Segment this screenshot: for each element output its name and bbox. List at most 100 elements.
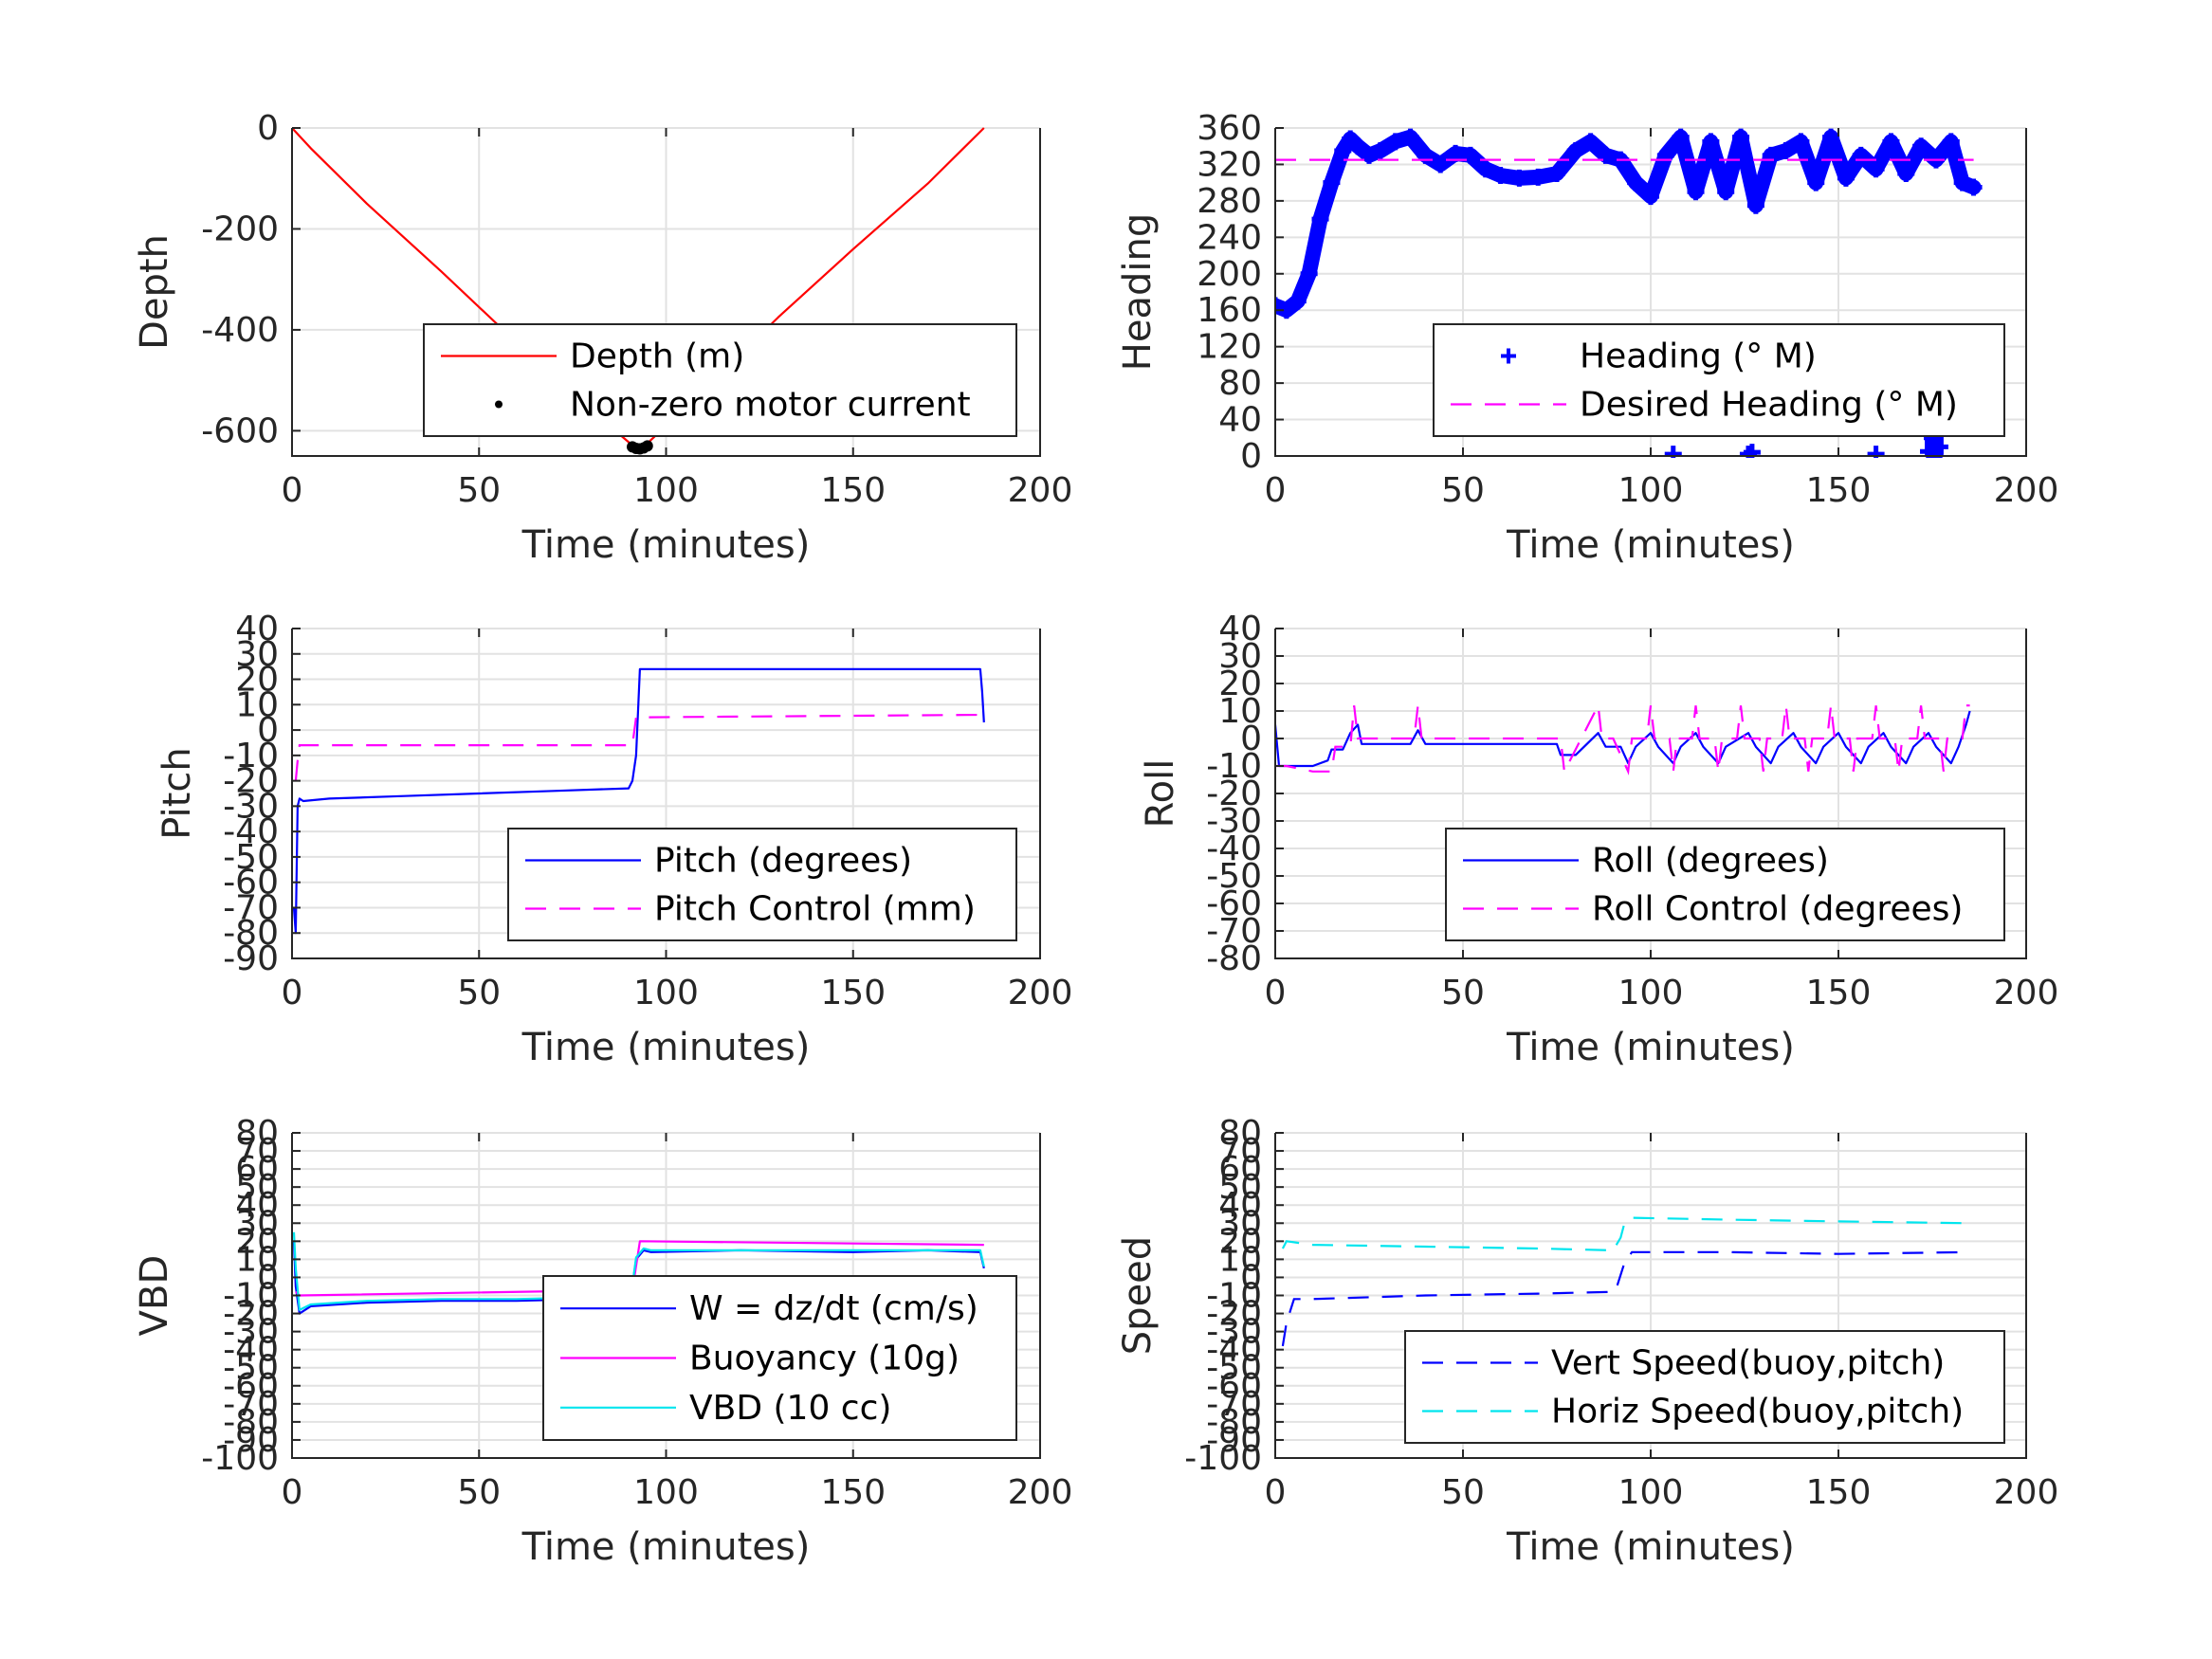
- y-tick-label: -40: [1206, 1331, 1262, 1370]
- y-tick-label: -90: [1206, 1421, 1262, 1460]
- heading-marker: [1289, 292, 1307, 310]
- y-tick-label: 20: [235, 1222, 279, 1261]
- y-axis-label: Roll: [1139, 759, 1182, 829]
- heading-marker: [1371, 142, 1389, 160]
- y-tick-label: -20: [1206, 775, 1262, 813]
- heading-marker: [1529, 168, 1547, 186]
- legend-entry: Pitch Control (mm): [654, 890, 976, 929]
- heading-marker: [1702, 133, 1720, 151]
- legend-entry: Vert Speed(buoy,pitch): [1551, 1344, 1945, 1383]
- heading-marker: [1822, 128, 1840, 146]
- legend-box: [1433, 323, 2005, 437]
- heading-marker: [1746, 196, 1764, 214]
- y-tick-label: 30: [235, 1204, 279, 1243]
- x-tick-label: 100: [1618, 1473, 1684, 1512]
- heading-marker: [1882, 133, 1900, 151]
- heading-marker: [1912, 137, 1930, 155]
- heading-marker: [1732, 128, 1750, 146]
- y-tick-label: 0: [1240, 1258, 1262, 1297]
- x-tick-label: 150: [820, 471, 886, 510]
- y-tick-label: -50: [223, 838, 279, 877]
- legend-swatch: [1501, 348, 1516, 364]
- y-tick-label: -60: [1206, 884, 1262, 923]
- y-tick-label: 0: [1240, 437, 1262, 476]
- y-tick-label: 60: [235, 1150, 279, 1189]
- y-tick-label: 40: [235, 1186, 279, 1225]
- y-tick-label: 30: [235, 635, 279, 674]
- heading-marker: [1664, 446, 1682, 458]
- x-tick-label: 0: [1265, 1473, 1287, 1512]
- x-tick-label: 50: [1441, 974, 1485, 1012]
- y-tick-label: -80: [223, 1403, 279, 1442]
- heading-marker: [1461, 146, 1479, 164]
- legend-entry: W = dz/dt (cm/s): [689, 1289, 978, 1328]
- x-tick-label: 100: [633, 471, 699, 510]
- series-group: [292, 667, 985, 935]
- y-tick-label: -400: [201, 311, 279, 350]
- x-tick-label: 50: [457, 974, 501, 1012]
- legend-swatch: [495, 400, 503, 409]
- heading-marker: [1672, 128, 1690, 146]
- y-tick-label: -600: [201, 411, 279, 450]
- series-horiz-speed-buoy-pitch: [1281, 1216, 1970, 1252]
- y-tick-label: -80: [1206, 939, 1262, 978]
- y-tick-label: -70: [1206, 912, 1262, 951]
- heading-marker: [1491, 166, 1509, 184]
- heading-marker: [1432, 155, 1450, 173]
- heading-marker: [1597, 146, 1615, 164]
- y-axis-label: Speed: [1116, 1236, 1160, 1355]
- legend-entry: Non-zero motor current: [570, 386, 971, 425]
- series-group: [292, 127, 985, 455]
- x-axis-label: Time (minutes): [521, 523, 811, 567]
- x-tick-label: 0: [282, 1473, 303, 1512]
- y-tick-label: -10: [1206, 1277, 1262, 1316]
- legend-entry: Roll (degrees): [1592, 842, 1829, 881]
- x-axis-label: Time (minutes): [1506, 523, 1795, 567]
- heading-marker: [1807, 173, 1825, 191]
- legend-entry: Depth (m): [570, 337, 744, 376]
- panel-pitch: 0 50 100 150 200403020100-10-20-30-40-50-60-…: [155, 610, 1072, 1069]
- y-tick-label: 160: [1197, 291, 1262, 330]
- y-tick-label: 10: [1218, 692, 1262, 731]
- heading-marker: [1361, 146, 1378, 164]
- legend-entry: Buoyancy (10g): [689, 1340, 960, 1378]
- legend-entry: VBD (10 cc): [689, 1389, 891, 1428]
- legend-box: [423, 323, 1017, 437]
- series-vert-speed-buoy-pitch: [1281, 1250, 1970, 1347]
- x-tick-label: 150: [820, 974, 886, 1012]
- panel-depth: 0 50 100 150 200 0 -200 -400 -600 Time (minutes) D…: [133, 109, 1072, 567]
- y-tick-label: 80: [235, 1114, 279, 1153]
- y-tick-label: -70: [223, 1385, 279, 1424]
- x-tick-label: 150: [1806, 1473, 1872, 1512]
- y-tick-label: -40: [1206, 830, 1262, 868]
- y-tick-label: -100: [201, 1439, 279, 1478]
- x-tick-label: 100: [1618, 471, 1684, 510]
- y-tick-label: 50: [235, 1168, 279, 1207]
- heading-marker: [1581, 133, 1600, 151]
- heading-marker: [1386, 133, 1404, 151]
- y-tick-label: 10: [235, 1240, 279, 1279]
- y-axis-label: VBD: [133, 1255, 176, 1337]
- legend-entry: Horiz Speed(buoy,pitch): [1551, 1393, 1964, 1431]
- y-tick-label: -50: [1206, 857, 1262, 896]
- x-tick-label: 50: [457, 1473, 501, 1512]
- x-tick-label: 100: [1618, 974, 1684, 1012]
- y-tick-label: -90: [223, 939, 279, 978]
- heading-marker: [1867, 160, 1885, 178]
- y-tick-label: 120: [1197, 328, 1262, 367]
- x-tick-label: 200: [1008, 1473, 1073, 1512]
- heading-marker: [1965, 178, 1983, 196]
- heading-marker: [1762, 146, 1780, 164]
- x-axis-label: Time (minutes): [521, 1026, 811, 1069]
- legend: W = dz/dt (cm/s) Buoyancy (10g) VBD (10 cc…: [542, 1275, 1017, 1441]
- x-axis-label: Time (minutes): [1506, 1525, 1795, 1569]
- heading-marker: [1323, 173, 1341, 191]
- y-tick-label: -10: [223, 1277, 279, 1316]
- x-tick-label: 0: [1265, 974, 1287, 1012]
- x-tick-label: 150: [820, 1473, 886, 1512]
- series-roll-control-degrees: [1275, 702, 1970, 775]
- y-tick-label: -20: [223, 762, 279, 801]
- legend-box: [507, 828, 1017, 941]
- heading-marker: [1417, 146, 1435, 164]
- y-tick-label: 200: [1197, 255, 1262, 294]
